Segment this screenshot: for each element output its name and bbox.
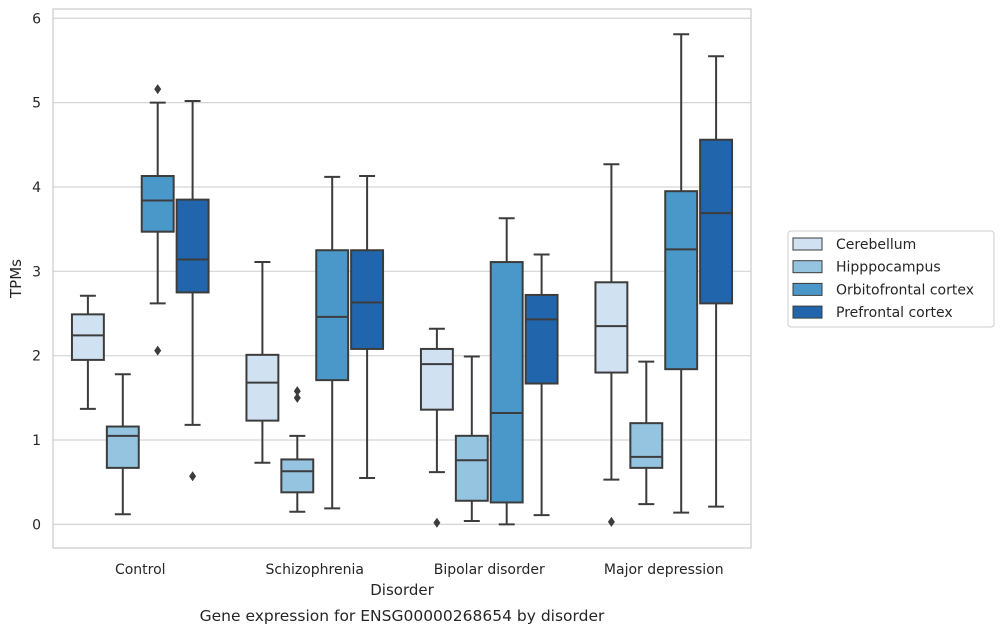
- x-tick-label: Schizophrenia: [266, 562, 364, 578]
- iqr-box: [629, 422, 664, 469]
- legend-label: Hipppocampus: [836, 260, 941, 276]
- x-tick-label: Major depression: [604, 562, 724, 578]
- outlier-point: [154, 84, 162, 95]
- iqr-box: [594, 281, 629, 374]
- y-tick-label: 2: [32, 349, 41, 365]
- box-prefrontal-cortex: [699, 55, 734, 508]
- y-axis-ticks: 0 1 2 3 4 5 6: [32, 11, 41, 533]
- iqr-box: [489, 261, 524, 504]
- iqr-box: [315, 249, 350, 382]
- legend-swatch: [792, 260, 823, 274]
- box-hipppocampus: [454, 355, 489, 523]
- box-orbitofrontal-cortex: [489, 217, 524, 526]
- chart-caption: Gene expression for ENSG00000268654 by d…: [200, 607, 605, 625]
- legend: Cerebellum Hipppocampus Orbitofrontal cort…: [787, 230, 995, 328]
- box-prefrontal-cortex: [350, 175, 385, 479]
- box-hipppocampus: [629, 360, 664, 506]
- y-tick-label: 5: [32, 96, 41, 112]
- outlier-point: [154, 345, 162, 356]
- box-prefrontal-cortex: [175, 99, 210, 482]
- box-cerebellum: [594, 163, 629, 527]
- legend-label: Orbitofrontal cortex: [836, 282, 974, 298]
- box-cerebellum: [70, 294, 105, 410]
- outlier-point: [607, 516, 615, 527]
- outlier-point: [189, 471, 197, 482]
- iqr-box: [699, 138, 734, 305]
- y-tick-label: 1: [32, 433, 41, 449]
- y-tick-label: 4: [32, 180, 41, 196]
- iqr-box: [70, 313, 105, 361]
- y-axis-title: TPMs: [7, 259, 25, 299]
- x-tick-label: Control: [115, 562, 166, 578]
- iqr-box: [175, 198, 210, 294]
- box-series: [70, 33, 734, 528]
- x-axis-ticks: Control Schizophrenia Bipolar disorder Majo…: [115, 562, 724, 578]
- legend-swatch: [792, 282, 823, 296]
- y-tick-label: 6: [32, 11, 41, 27]
- box-orbitofrontal-cortex: [315, 175, 350, 510]
- plot-area-frame: [52, 8, 752, 549]
- box-cerebellum: [245, 261, 280, 464]
- legend-frame: [787, 230, 995, 328]
- iqr-box: [105, 425, 140, 469]
- legend-label: Cerebellum: [836, 237, 916, 253]
- iqr-box: [419, 347, 454, 411]
- iqr-box: [245, 353, 280, 422]
- legend-swatch: [792, 237, 823, 251]
- y-tick-label: 0: [32, 517, 41, 533]
- outlier-point: [433, 517, 441, 528]
- x-tick-label: Bipolar disorder: [434, 562, 545, 578]
- outlier-point: [293, 392, 301, 403]
- box-cerebellum: [419, 327, 454, 528]
- box-orbitofrontal-cortex: [664, 33, 699, 514]
- x-axis-title: Disorder: [370, 581, 434, 599]
- outlier-point: [293, 386, 301, 397]
- box-orbitofrontal-cortex: [140, 84, 175, 356]
- iqr-box: [454, 434, 489, 502]
- iqr-box: [350, 249, 385, 350]
- legend-swatch: [792, 305, 823, 319]
- iqr-box: [140, 175, 175, 233]
- iqr-box: [664, 190, 699, 371]
- box-hipppocampus: [280, 386, 315, 513]
- legend-label: Prefrontal cortex: [836, 305, 953, 321]
- box-hipppocampus: [105, 373, 140, 516]
- iqr-box: [524, 293, 559, 385]
- box-prefrontal-cortex: [524, 253, 559, 517]
- y-tick-label: 3: [32, 264, 41, 280]
- iqr-box: [280, 458, 315, 494]
